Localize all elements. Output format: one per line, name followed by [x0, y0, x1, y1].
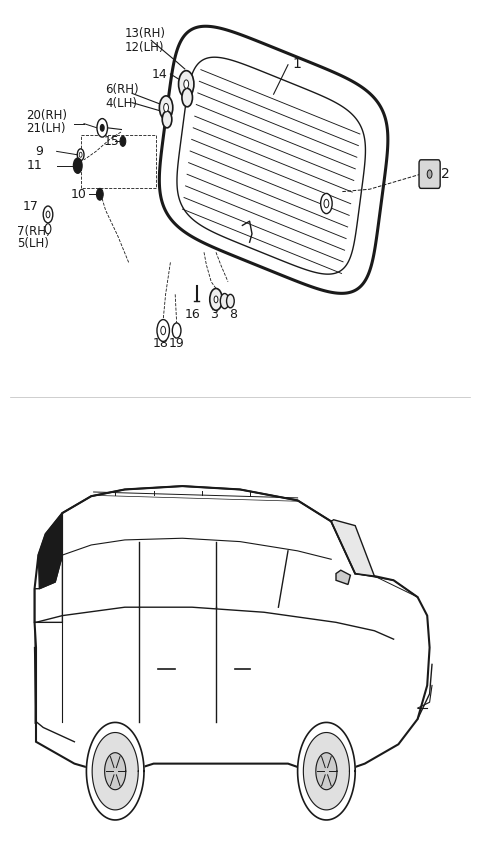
Text: 12(LH): 12(LH) [125, 40, 164, 54]
Circle shape [321, 193, 332, 214]
Circle shape [45, 224, 51, 234]
Circle shape [164, 103, 168, 112]
Circle shape [427, 170, 432, 178]
Circle shape [120, 136, 126, 146]
Circle shape [324, 199, 329, 208]
Text: 18: 18 [153, 336, 168, 350]
Text: 2: 2 [441, 167, 449, 181]
Circle shape [73, 158, 82, 173]
Polygon shape [86, 722, 144, 820]
Text: 1: 1 [293, 57, 301, 71]
Circle shape [184, 80, 189, 88]
Text: 16: 16 [185, 308, 201, 321]
Circle shape [77, 149, 84, 161]
Circle shape [210, 288, 222, 310]
Text: 17: 17 [23, 199, 38, 213]
Polygon shape [298, 722, 355, 820]
Text: 10: 10 [71, 188, 86, 201]
Text: 14: 14 [151, 67, 167, 81]
Polygon shape [35, 486, 430, 772]
Text: 11: 11 [26, 159, 42, 172]
Circle shape [227, 294, 234, 308]
Polygon shape [105, 753, 126, 790]
Text: 20(RH): 20(RH) [26, 108, 67, 122]
Circle shape [43, 206, 53, 223]
Polygon shape [336, 570, 350, 584]
Polygon shape [303, 733, 349, 810]
Text: 8: 8 [229, 308, 237, 321]
Text: 13(RH): 13(RH) [125, 27, 166, 40]
Circle shape [100, 124, 104, 131]
Circle shape [182, 88, 192, 107]
Text: 3: 3 [210, 308, 217, 321]
Circle shape [79, 152, 82, 157]
Text: 4(LH): 4(LH) [106, 97, 138, 110]
Text: 5(LH): 5(LH) [17, 237, 48, 251]
Circle shape [179, 71, 194, 98]
Circle shape [214, 296, 218, 303]
Circle shape [97, 119, 108, 137]
Circle shape [46, 211, 50, 218]
Circle shape [161, 326, 166, 335]
Polygon shape [159, 26, 388, 294]
Polygon shape [92, 733, 138, 810]
Polygon shape [38, 513, 62, 589]
Circle shape [157, 320, 169, 341]
Text: 6(RH): 6(RH) [106, 83, 139, 97]
Polygon shape [316, 753, 337, 790]
Text: 7(RH): 7(RH) [17, 225, 50, 238]
FancyBboxPatch shape [419, 160, 440, 188]
Circle shape [220, 294, 229, 309]
Circle shape [172, 323, 181, 338]
Text: 19: 19 [169, 336, 185, 350]
Polygon shape [331, 520, 374, 576]
Text: 21(LH): 21(LH) [26, 122, 66, 135]
Text: 9: 9 [35, 145, 43, 158]
Circle shape [159, 96, 173, 119]
Circle shape [162, 111, 172, 128]
Circle shape [96, 188, 103, 200]
Text: 15: 15 [103, 135, 119, 148]
